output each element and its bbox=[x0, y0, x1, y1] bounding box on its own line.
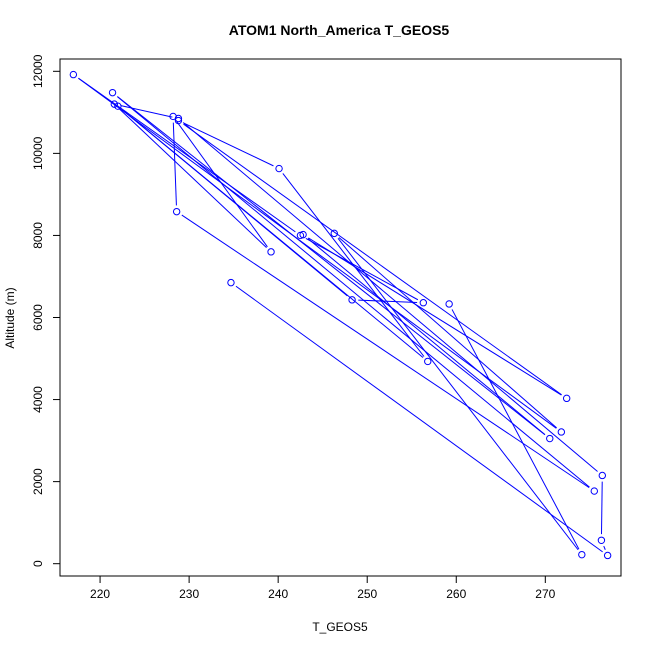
y-axis-label: Altitude (m) bbox=[3, 287, 17, 348]
data-point bbox=[578, 550, 586, 559]
data-point bbox=[330, 229, 338, 238]
data-point bbox=[69, 70, 78, 79]
x-axis: 220 230 240 250 260 270 bbox=[90, 575, 556, 601]
x-tick-label: 240 bbox=[268, 587, 288, 601]
data-point bbox=[348, 296, 356, 304]
series-segment bbox=[78, 77, 296, 233]
data-point bbox=[603, 551, 612, 560]
data-point bbox=[597, 536, 606, 545]
data-point bbox=[110, 100, 119, 108]
data-point bbox=[172, 207, 181, 216]
series-segment bbox=[337, 237, 579, 551]
series-segment bbox=[307, 238, 546, 435]
series-segment bbox=[183, 123, 562, 396]
series-segment bbox=[116, 96, 590, 488]
data-point bbox=[445, 300, 453, 308]
y-tick-label: 2000 bbox=[31, 468, 45, 495]
x-axis-label: T_GEOS5 bbox=[312, 620, 368, 634]
series-segment bbox=[603, 545, 606, 550]
series-segment bbox=[183, 122, 274, 167]
x-tick-label: 270 bbox=[535, 587, 555, 601]
data-point bbox=[562, 394, 571, 403]
data-point bbox=[296, 231, 305, 240]
y-tick-label: 6000 bbox=[31, 304, 45, 331]
data-point bbox=[546, 434, 554, 443]
series-segment bbox=[78, 77, 557, 429]
y-tick-label: 4000 bbox=[31, 386, 45, 413]
series-segment bbox=[122, 109, 348, 297]
series-segment bbox=[117, 96, 546, 436]
points-layer bbox=[69, 70, 612, 560]
data-point bbox=[108, 88, 117, 97]
x-tick-label: 260 bbox=[446, 587, 466, 601]
data-point bbox=[590, 487, 598, 495]
plot-area-border bbox=[59, 58, 622, 577]
y-tick-label: 0 bbox=[31, 560, 45, 567]
series-segment bbox=[181, 214, 590, 489]
data-point bbox=[424, 357, 432, 366]
series-segment bbox=[172, 122, 177, 206]
y-tick-label: 10000 bbox=[31, 136, 45, 170]
series-segment bbox=[451, 309, 580, 550]
series-segment bbox=[120, 105, 173, 118]
series-segment bbox=[600, 481, 603, 535]
data-point bbox=[267, 248, 275, 256]
data-point bbox=[275, 164, 283, 173]
data-point bbox=[227, 278, 235, 287]
x-tick-label: 220 bbox=[90, 587, 110, 601]
data-point bbox=[419, 299, 428, 307]
series-segment bbox=[118, 108, 267, 248]
x-tick-label: 250 bbox=[357, 587, 377, 601]
data-point bbox=[557, 428, 566, 436]
series-segment bbox=[235, 285, 603, 553]
series-layer bbox=[78, 77, 606, 553]
series-segment bbox=[338, 237, 558, 429]
data-point bbox=[174, 116, 183, 125]
data-point bbox=[169, 112, 177, 121]
y-axis: 0 2000 4000 6000 8000 10000 12000 bbox=[31, 54, 61, 567]
series-segment bbox=[176, 121, 268, 248]
y-tick-label: 8000 bbox=[31, 222, 45, 249]
chart-title: ATOM1 North_America T_GEOS5 bbox=[229, 22, 450, 38]
data-point bbox=[598, 471, 606, 480]
y-tick-label: 12000 bbox=[31, 54, 45, 88]
series-segment bbox=[182, 122, 598, 472]
series-segment bbox=[358, 299, 418, 303]
x-tick-label: 230 bbox=[179, 587, 199, 601]
series-segment bbox=[308, 237, 562, 396]
data-point bbox=[114, 102, 122, 110]
